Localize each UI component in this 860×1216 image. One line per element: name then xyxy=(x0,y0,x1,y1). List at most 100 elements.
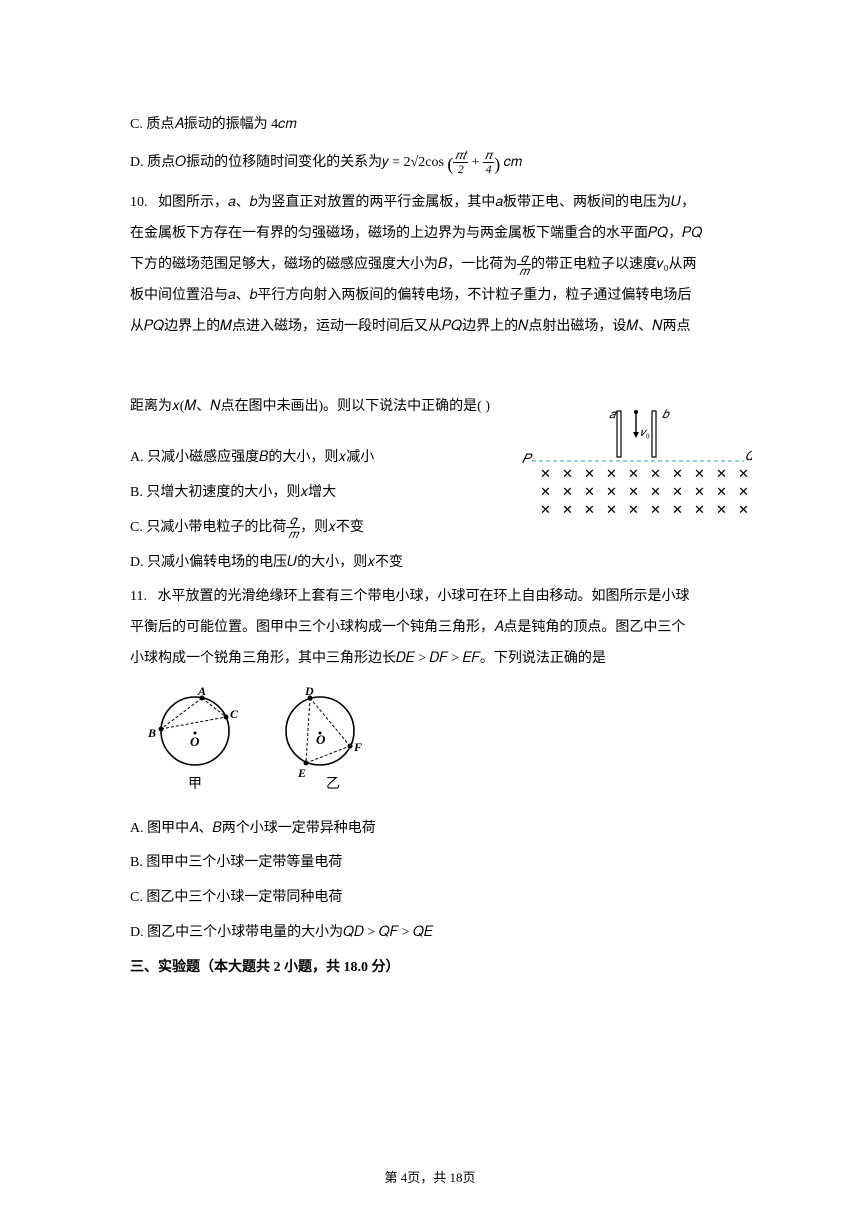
option-label: D. xyxy=(130,925,144,940)
label-yi: 乙 xyxy=(326,776,340,792)
svg-text:✕: ✕ xyxy=(584,502,595,517)
text-fragment: 下方的磁场范围足够大，磁场的磁感应强度大小为𝐵，一比荷为 xyxy=(130,257,517,272)
svg-text:✕: ✕ xyxy=(738,466,749,481)
fraction: 𝜋𝑡2 xyxy=(453,149,468,175)
svg-text:✕: ✕ xyxy=(738,484,749,499)
label-f: F xyxy=(353,740,362,754)
svg-text:✕: ✕ xyxy=(540,466,551,481)
svg-text:✕: ✕ xyxy=(672,484,683,499)
svg-text:✕: ✕ xyxy=(584,466,595,481)
frac-num: 𝜋 xyxy=(483,149,494,163)
option-text: 图甲中三个小球一定带等量电荷 xyxy=(146,855,342,870)
svg-text:✕: ✕ xyxy=(694,466,705,481)
frac-den: 4 xyxy=(483,163,494,176)
text-line: 平衡后的可能位置。图甲中三个小球构成一个钝角三角形，𝐴点是钝角的顶点。图乙中三个 xyxy=(130,613,742,644)
plus-symbol: + xyxy=(468,155,483,170)
label-p: 𝑃 xyxy=(522,451,533,466)
fraction: 𝜋4 xyxy=(483,149,494,175)
svg-text:✕: ✕ xyxy=(606,484,617,499)
svg-text:✕: ✕ xyxy=(716,466,727,481)
footer-text: 页，共 xyxy=(407,1170,449,1185)
label-jia: 甲 xyxy=(188,777,202,792)
frac-den: 𝑚 xyxy=(286,528,300,541)
section-3-heading: 三、实验题（本大题共 2 小题，共 18.0 分） xyxy=(130,953,742,984)
svg-text:✕: ✕ xyxy=(562,502,573,517)
q11-stem: 11. 水平放置的光滑绝缘环上套有三个带电小球，小球可在环上自由移动。如图所示是… xyxy=(130,582,742,613)
svg-text:✕: ✕ xyxy=(716,502,727,517)
label-b: B xyxy=(147,726,156,740)
text-fragment: 只减小带电粒子的比荷 xyxy=(146,520,286,535)
option-label: C. xyxy=(130,890,143,905)
footer-text: 第 xyxy=(384,1170,400,1185)
svg-text:✕: ✕ xyxy=(650,502,661,517)
svg-text:✕: ✕ xyxy=(628,466,639,481)
svg-text:✕: ✕ xyxy=(628,502,639,517)
question-11: 11. 水平放置的光滑绝缘环上套有三个带电小球，小球可在环上自由移动。如图所示是… xyxy=(130,582,742,948)
text-fragment: 质点𝑂振动的位移随时间变化的关系为𝑦 = 2 xyxy=(147,155,410,170)
option-label: D. xyxy=(130,555,144,570)
option-label: B. xyxy=(130,855,143,870)
label-q: 𝑄 xyxy=(745,448,752,463)
text-line: 在金属板下方存在一有界的匀强磁场，磁场的上边界为与两金属板下端重合的水平面𝑃𝑄，… xyxy=(130,219,742,250)
svg-text:✕: ✕ xyxy=(606,502,617,517)
option-text: 只增大初速度的大小，则𝑥增大 xyxy=(146,485,336,500)
page-content: C. 质点𝐴振动的振幅为 4𝑐𝑚 D. 质点𝑂振动的位移随时间变化的关系为𝑦 =… xyxy=(0,0,860,984)
q11-option-c: C. 图乙中三个小球一定带同种电荷 xyxy=(130,883,742,914)
option-label: C. xyxy=(130,520,143,535)
magnetic-field-symbols: ✕✕✕✕✕✕✕✕✕✕ ✕✕✕✕✕✕✕✕✕✕ ✕✕✕✕✕✕✕✕✕✕ xyxy=(540,466,749,517)
svg-text:✕: ✕ xyxy=(584,484,595,499)
sqrt-symbol: √2 xyxy=(411,155,426,170)
svg-text:✕: ✕ xyxy=(606,466,617,481)
q10-option-d: D. 只减小偏转电场的电压𝑈的大小，则𝑥不变 xyxy=(130,548,742,579)
frac-num: 𝜋𝑡 xyxy=(453,149,468,163)
svg-text:✕: ✕ xyxy=(672,502,683,517)
text-line: 从𝑃𝑄边界上的𝑀点进入磁场，运动一段时间后又从𝑃𝑄边界上的𝑁点射出磁场，设𝑀、𝑁… xyxy=(130,312,742,343)
label-a: A xyxy=(197,684,206,698)
svg-text:✕: ✕ xyxy=(694,502,705,517)
text-fragment: 水平放置的光滑绝缘环上套有三个带电小球，小球可在环上自由移动。如图所示是小球 xyxy=(157,589,689,604)
text-line: 小球构成一个锐角三角形，其中三角形边长𝐷𝐸 > 𝐷𝐹 > 𝐸𝐹。下列说法正确的是 xyxy=(130,644,742,675)
frac-den: 𝑚 xyxy=(517,265,531,278)
label-b: 𝑏 xyxy=(662,407,670,421)
option-text: 质点𝐴振动的振幅为 4𝑐𝑚 xyxy=(146,117,296,132)
text-fragment: 𝑐𝑚 xyxy=(500,155,522,170)
option-label: A. xyxy=(130,821,144,836)
q11-figure: O A B C 甲 O D E F 乙 xyxy=(140,683,400,793)
option-label: D. xyxy=(130,155,144,170)
svg-text:✕: ✕ xyxy=(628,484,639,499)
svg-text:✕: ✕ xyxy=(650,466,661,481)
question-number: 11. xyxy=(130,589,147,604)
frac-num: 𝑞 xyxy=(286,514,300,528)
svg-text:✕: ✕ xyxy=(650,484,661,499)
option-label: A. xyxy=(130,450,144,465)
cos-symbol: cos xyxy=(425,155,444,170)
footer-text: 页 xyxy=(463,1170,476,1185)
option-text: 图甲中𝐴、𝐵两个小球一定带异种电荷 xyxy=(147,821,376,836)
svg-text:✕: ✕ xyxy=(562,484,573,499)
label-v0: 𝑣₀ xyxy=(640,425,650,439)
svg-text:✕: ✕ xyxy=(540,502,551,517)
label-c: C xyxy=(230,707,239,721)
fraction: 𝑞𝑚 xyxy=(286,514,300,540)
text-fragment: ，则𝑥不变 xyxy=(300,520,364,535)
label-d: D xyxy=(304,684,314,698)
q9-option-c: C. 质点𝐴振动的振幅为 4𝑐𝑚 xyxy=(130,110,742,141)
svg-text:✕: ✕ xyxy=(562,466,573,481)
option-label: C. xyxy=(130,117,143,132)
label-e: E xyxy=(297,766,306,780)
text-line: 板中间位置沿与𝑎、𝑏平行方向射入两板间的偏转电场，不计粒子重力，粒子通过偏转电场… xyxy=(130,281,742,312)
option-text: 图乙中三个小球一定带同种电荷 xyxy=(146,890,342,905)
svg-text:✕: ✕ xyxy=(694,484,705,499)
option-label: B. xyxy=(130,485,143,500)
text-fragment: 的带正电粒子以速度𝑣₀从两 xyxy=(531,257,696,272)
svg-text:✕: ✕ xyxy=(716,484,727,499)
svg-text:✕: ✕ xyxy=(738,502,749,517)
label-a: 𝑎 xyxy=(609,407,617,421)
option-text: 只减小带电粒子的比荷𝑞𝑚，则𝑥不变 xyxy=(146,520,364,535)
q11-option-a: A. 图甲中𝐴、𝐵两个小球一定带异种电荷 xyxy=(130,814,742,845)
option-text: 只减小磁感应强度𝐵的大小，则𝑥减小 xyxy=(147,450,374,465)
footer-page-total: 18 xyxy=(450,1170,463,1185)
question-10: 10. 如图所示，𝑎、𝑏为竖直正对放置的两平行金属板，其中𝑎板带正电、两板间的电… xyxy=(130,188,742,578)
text-line: 下方的磁场范围足够大，磁场的磁感应强度大小为𝐵，一比荷为𝑞𝑚的带正电粒子以速度𝑣… xyxy=(130,250,742,281)
svg-text:✕: ✕ xyxy=(540,484,551,499)
